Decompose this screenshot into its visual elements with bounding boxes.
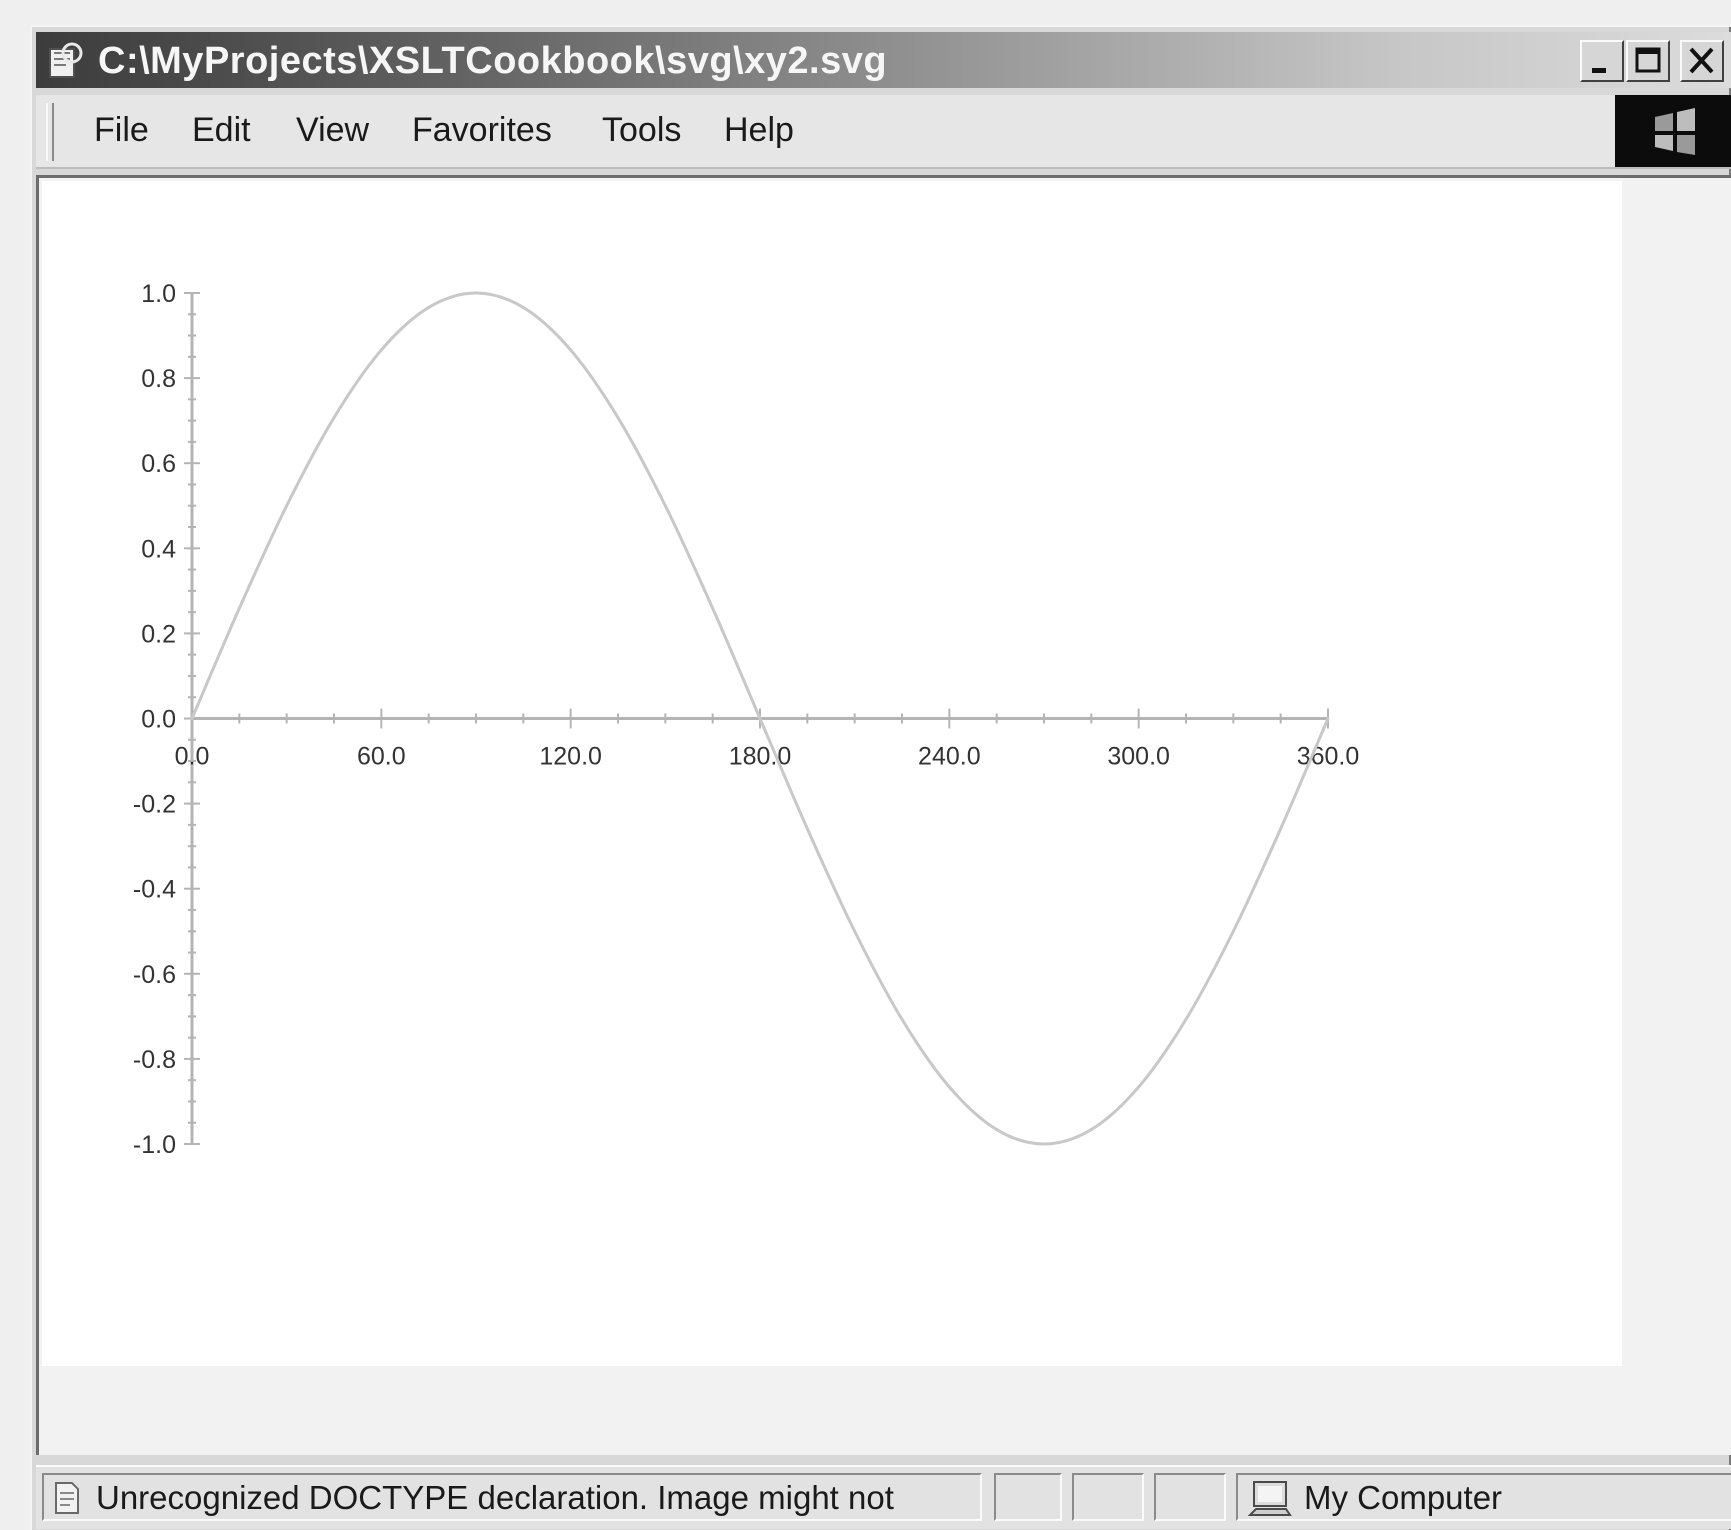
status-pane-progress — [994, 1473, 1062, 1521]
menu-edit[interactable]: Edit — [192, 111, 251, 149]
window-title: C:\MyProjects\XSLTCookbook\svg\xy2.svg — [98, 40, 888, 82]
browser-window: C:\MyProjects\XSLTCookbook\svg\xy2.svg F… — [30, 25, 1731, 1530]
computer-icon — [1248, 1481, 1292, 1516]
data-point — [1326, 717, 1330, 720]
y-tick-label: -0.2 — [133, 791, 176, 819]
title-bar[interactable]: C:\MyProjects\XSLTCookbook\svg\xy2.svg — [36, 32, 1731, 88]
y-tick-label: -0.6 — [133, 961, 176, 989]
throbber — [1615, 95, 1731, 167]
data-point — [663, 504, 667, 508]
data-point — [758, 717, 762, 720]
minimize-button[interactable] — [1580, 40, 1624, 82]
status-bar: Unrecognized DOCTYPE declaration. Image … — [36, 1465, 1731, 1529]
data-point — [805, 827, 809, 831]
status-pane-lock — [1072, 1473, 1144, 1521]
content-frame: 1.0 0.8 0.6 0.4 0.2 0.0 -0.2 -0.4 -0.6 -0.8 -1.0 0.… — [36, 175, 1731, 1455]
status-pane-extra — [1154, 1473, 1226, 1521]
toolbar-grip[interactable] — [46, 103, 54, 161]
x-tick-label: 300.0 — [1107, 743, 1170, 771]
menu-file[interactable]: File — [94, 111, 149, 149]
data-point — [1231, 929, 1235, 933]
menu-help[interactable]: Help — [724, 111, 794, 149]
data-point — [1042, 1142, 1046, 1146]
x-tick-label: 240.0 — [918, 743, 981, 771]
y-tick-label: 0.0 — [141, 706, 176, 734]
close-button[interactable] — [1680, 40, 1724, 82]
y-tick-label: -1.0 — [133, 1131, 176, 1159]
y-tick-label: 0.6 — [141, 450, 176, 478]
data-point — [947, 1085, 951, 1089]
status-message-pane: Unrecognized DOCTYPE declaration. Image … — [42, 1473, 982, 1521]
menu-tools[interactable]: Tools — [602, 111, 682, 149]
data-point — [521, 305, 525, 309]
data-point — [379, 348, 383, 352]
y-tick-label: -0.4 — [133, 876, 176, 904]
sine-chart: 1.0 0.8 0.6 0.4 0.2 0.0 -0.2 -0.4 -0.6 -0.8 -1.0 0.… — [133, 280, 1359, 1159]
close-icon — [1689, 47, 1714, 74]
menu-favorites[interactable]: Favorites — [412, 111, 552, 149]
x-tick-label: 120.0 — [539, 743, 602, 771]
x-tick-label: 60.0 — [357, 743, 406, 771]
data-point — [995, 1128, 999, 1132]
data-point — [427, 305, 431, 309]
data-point — [616, 416, 620, 420]
data-point — [237, 606, 241, 610]
data-point — [190, 717, 194, 720]
security-zone-label: My Computer — [1304, 1479, 1503, 1516]
data-point — [900, 1017, 904, 1021]
windows-logo-icon — [1655, 108, 1695, 155]
security-zone-pane[interactable]: My Computer — [1236, 1473, 1731, 1521]
minimize-icon — [1592, 68, 1606, 73]
menu-view[interactable]: View — [296, 111, 370, 149]
data-point — [853, 929, 857, 933]
y-tick-label: 1.0 — [141, 280, 176, 308]
y-tick-label: -0.8 — [133, 1046, 176, 1074]
data-point — [285, 504, 289, 508]
menu-bar: File Edit View Favorites Tools Help — [36, 95, 1731, 169]
data-point — [1089, 1128, 1093, 1132]
maximize-button[interactable] — [1626, 40, 1670, 82]
data-point — [474, 291, 478, 295]
y-tick-label: 0.4 — [141, 535, 176, 563]
y-tick-label: 0.8 — [141, 365, 176, 393]
data-point — [711, 606, 715, 610]
status-message: Unrecognized DOCTYPE declaration. Image … — [96, 1479, 894, 1516]
data-point — [332, 416, 336, 420]
y-tick-label: 0.2 — [141, 620, 176, 648]
document-icon — [55, 1482, 79, 1514]
data-point — [1184, 1017, 1188, 1021]
maximize-icon — [1635, 47, 1661, 73]
data-point — [1279, 827, 1283, 831]
svg-canvas: 1.0 0.8 0.6 0.4 0.2 0.0 -0.2 -0.4 -0.6 -0.8 -1.0 0.… — [42, 181, 1622, 1366]
ie-document-icon — [49, 42, 83, 78]
data-point — [1137, 1085, 1141, 1089]
x-tick-label: 0.0 — [175, 743, 210, 771]
data-point — [569, 348, 573, 352]
